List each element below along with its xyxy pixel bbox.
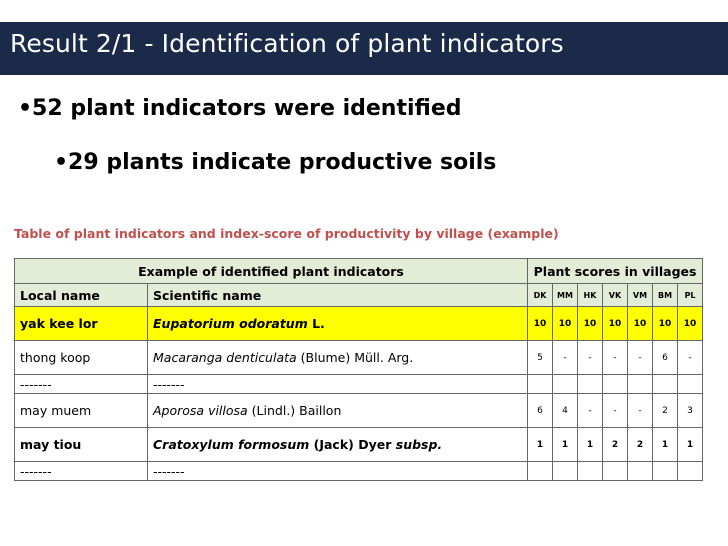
group-header-scores: Plant scores in villages (526, 258, 704, 284)
score-cell-vk (602, 461, 628, 481)
table-row: thong koop Macaranga denticulata (Blume) … (14, 340, 704, 375)
scientific-name-rank: subsp. (395, 437, 443, 452)
score-cell-mm: 10 (552, 306, 578, 341)
scientific-name-cell: Aporosa villosa (Lindl.) Baillon (147, 393, 528, 428)
score-cell-hk (577, 374, 603, 394)
bullet-plant-indicators: •52 plant indicators were identified (18, 96, 462, 121)
column-header-village: MM (552, 283, 578, 307)
score-cell-vm (627, 374, 653, 394)
scientific-name-genus-species: Eupatorium odoratum (153, 316, 308, 331)
scientific-name-authority: (Blume) Müll. Arg. (296, 350, 414, 365)
score-cell-vk: 2 (602, 427, 628, 462)
table-row: yak kee lor Eupatorium odoratum L. 10 10 10 1… (14, 306, 704, 341)
scientific-name-genus-species: Cratoxylum formosum (153, 437, 310, 452)
group-header-indicators: Example of identified plant indicators (14, 258, 528, 284)
score-cell-hk: 10 (577, 306, 603, 341)
local-name-cell: ------- (14, 461, 148, 481)
score-cell-pl (676, 461, 704, 481)
slide-title: Result 2/1 - Identification of plant ind… (10, 29, 564, 58)
column-header-village: PL (676, 283, 704, 307)
scientific-name-authority: ------- (153, 376, 185, 392)
group-header-row: Example of identified plant indicators P… (14, 258, 704, 284)
score-cell-mm: - (552, 340, 578, 375)
score-cell-pl (676, 374, 704, 394)
scientific-name-cell: ------- (147, 461, 528, 481)
title-bar: Result 2/1 - Identification of plant ind… (0, 22, 728, 75)
scientific-name-genus-species: Macaranga denticulata (153, 350, 297, 365)
table-row: ------- ------- (14, 374, 704, 394)
local-name-cell: thong koop (14, 340, 148, 375)
score-cell-hk: 1 (577, 427, 603, 462)
scientific-name-cell: Cratoxylum formosum (Jack) Dyer subsp. (147, 427, 528, 462)
table-caption: Table of plant indicators and index-scor… (14, 226, 559, 241)
score-cell-vk: - (602, 340, 628, 375)
table-row: may tiou Cratoxylum formosum (Jack) Dyer … (14, 427, 704, 462)
column-header-local-name: Local name (14, 283, 148, 307)
scientific-name-authority: (Jack) Dyer (309, 437, 396, 452)
bullet-productive-soils: •29 plants indicate productive soils (54, 150, 497, 175)
column-header-scientific-name: Scientific name (147, 283, 528, 307)
score-cell-mm (552, 374, 578, 394)
score-cell-bm: 6 (652, 340, 678, 375)
score-cell-dk (527, 374, 553, 394)
score-cell-bm (652, 374, 678, 394)
score-cell-vk: - (602, 393, 628, 428)
column-header-village: VM (627, 283, 653, 307)
score-cell-mm (552, 461, 578, 481)
scientific-name-genus-species: Aporosa villosa (153, 403, 248, 418)
score-cell-bm: 1 (652, 427, 678, 462)
scientific-name-authority: ------- (153, 463, 185, 479)
column-header-village: HK (577, 283, 603, 307)
score-cell-mm: 1 (552, 427, 578, 462)
score-cell-pl: 3 (676, 393, 704, 428)
score-cell-mm: 4 (552, 393, 578, 428)
column-header-village: BM (652, 283, 678, 307)
column-header-village: VK (602, 283, 628, 307)
column-header-row: Local name Scientific name DK MM HK VK V… (14, 283, 704, 307)
score-cell-vk (602, 374, 628, 394)
score-cell-hk: - (577, 340, 603, 375)
column-header-village: DK (527, 283, 553, 307)
score-cell-pl: 10 (676, 306, 704, 341)
score-cell-bm (652, 461, 678, 481)
score-cell-vm: - (627, 393, 653, 428)
score-cell-vm: 2 (627, 427, 653, 462)
score-cell-pl: - (676, 340, 704, 375)
local-name-cell: may tiou (14, 427, 148, 462)
scientific-name-cell: ------- (147, 374, 528, 394)
score-cell-dk: 10 (527, 306, 553, 341)
score-cell-bm: 2 (652, 393, 678, 428)
score-cell-vk: 10 (602, 306, 628, 341)
table-row: may muem Aporosa villosa (Lindl.) Baillon… (14, 393, 704, 428)
table-row: ------- ------- (14, 461, 704, 481)
score-cell-vm: - (627, 340, 653, 375)
plant-indicator-table: Example of identified plant indicators P… (14, 258, 704, 481)
local-name-cell: ------- (14, 374, 148, 394)
score-cell-dk (527, 461, 553, 481)
score-cell-hk: - (577, 393, 603, 428)
scientific-name-authority: (Lindl.) Baillon (247, 403, 342, 418)
score-cell-dk: 6 (527, 393, 553, 428)
local-name-cell: yak kee lor (14, 306, 148, 341)
score-cell-hk (577, 461, 603, 481)
score-cell-vm: 10 (627, 306, 653, 341)
score-cell-vm (627, 461, 653, 481)
scientific-name-cell: Eupatorium odoratum L. (147, 306, 528, 341)
score-cell-dk: 5 (527, 340, 553, 375)
score-cell-pl: 1 (676, 427, 704, 462)
score-cell-dk: 1 (527, 427, 553, 462)
score-cell-bm: 10 (652, 306, 678, 341)
scientific-name-authority: L. (307, 316, 325, 331)
scientific-name-cell: Macaranga denticulata (Blume) Müll. Arg. (147, 340, 528, 375)
local-name-cell: may muem (14, 393, 148, 428)
